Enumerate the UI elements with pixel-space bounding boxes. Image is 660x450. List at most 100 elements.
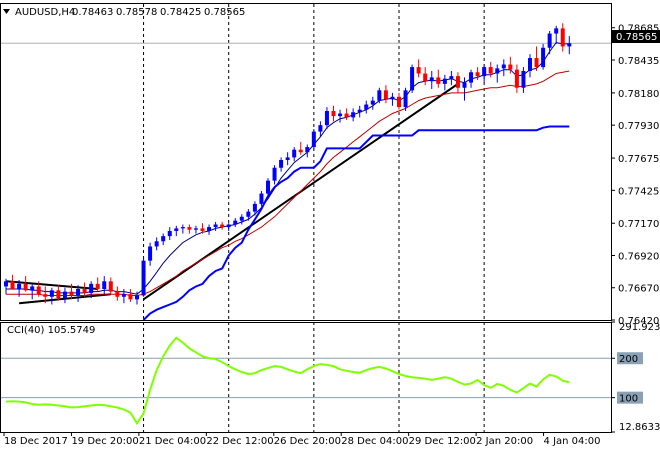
bear-candle [108, 277, 113, 295]
bull-candle [324, 107, 329, 130]
candle-body [239, 216, 244, 221]
cci-tick-label: 200 [619, 354, 638, 365]
bull-candle [482, 64, 487, 83]
bull-candle [259, 190, 264, 207]
candle-body [397, 96, 401, 108]
candle-body [62, 291, 67, 299]
bull-candle [30, 283, 35, 300]
time-tick-label: 18 Dec 2017 [4, 436, 68, 447]
bull-candle [462, 77, 467, 101]
pane-frames [0, 3, 612, 433]
price-tick-label: 0.76920 [618, 251, 659, 262]
candle-body [429, 77, 434, 82]
candle-body [416, 67, 421, 74]
bear-candle [423, 67, 428, 86]
bear-candle [69, 283, 74, 300]
time-tick-label: 21 Dec 04:00 [139, 436, 206, 447]
candle-body [207, 227, 212, 231]
bull-candle [141, 258, 146, 297]
cci-axis: 291.9237 200 100 12.8633 [611, 321, 660, 433]
price-axis: 0.78685 0.78435 0.78180 0.77930 0.77675 0.774… [611, 24, 659, 327]
support-line [142, 125, 570, 321]
bull-candle [17, 280, 22, 297]
bear-candle [115, 286, 120, 301]
grid [0, 4, 611, 432]
trendline[interactable] [5, 280, 98, 291]
collapse-triangle-icon[interactable] [3, 9, 10, 14]
bull-candle [528, 54, 532, 78]
candle-body [279, 160, 284, 168]
candle-body [521, 70, 526, 88]
time-tick-label: 28 Dec 04:00 [341, 436, 408, 447]
bear-candle [56, 285, 61, 301]
candle-body [69, 291, 74, 296]
candle-body [36, 286, 41, 295]
candle-body [567, 43, 572, 47]
cci-tick-label: 100 [619, 394, 638, 405]
bull-candle [180, 224, 185, 234]
bear-candle [436, 69, 441, 88]
bear-candle [488, 61, 493, 78]
candle-body [442, 78, 447, 84]
candle-body [56, 290, 61, 299]
candle-body [423, 73, 428, 82]
bull-candle [377, 87, 382, 104]
candle-body [311, 131, 316, 148]
candle-body [351, 112, 356, 118]
time-tick-label: 19 Dec 20:00 [71, 436, 138, 447]
cci-pane-frame [0, 322, 612, 433]
bull-candle [429, 70, 434, 90]
candle-body [475, 72, 480, 77]
candles [4, 23, 572, 305]
candle-body [76, 289, 81, 296]
time-tick-label: 29 Dec 12:00 [409, 436, 476, 447]
bear-candle [475, 67, 480, 80]
bear-candle [397, 92, 401, 110]
bear-candle [514, 64, 519, 93]
bull-candle [76, 285, 81, 302]
bear-candle [10, 274, 15, 290]
price-tick-label: 0.77675 [618, 154, 659, 165]
bull-candle [292, 147, 297, 162]
bear-candle [331, 105, 336, 122]
bull-candle [167, 227, 172, 240]
candle-body [30, 286, 35, 291]
bull-candle [154, 237, 159, 251]
candle-body [305, 147, 310, 153]
bull-candle [305, 144, 310, 158]
candle-body [324, 110, 329, 126]
bull-candle [233, 218, 238, 228]
candle-body [121, 294, 126, 297]
candle-body [233, 220, 238, 225]
candle-body [128, 294, 133, 300]
moving-averages [6, 42, 570, 321]
candle-body [266, 180, 270, 194]
bear-candle [344, 108, 349, 120]
price-tick-label: 0.77930 [618, 121, 659, 132]
bull-candle [89, 281, 94, 299]
candle-body [390, 96, 395, 100]
bull-candle [4, 278, 8, 295]
bear-candle [560, 23, 565, 52]
bear-candle [534, 46, 539, 71]
current-price-badge [612, 30, 660, 43]
bear-candle [82, 282, 87, 297]
price-tick-label: 0.77425 [618, 186, 659, 197]
candle-body [95, 283, 100, 290]
main-pane-frame [0, 3, 612, 321]
candle-body [364, 104, 369, 110]
ma-fast-line [6, 42, 570, 295]
bear-candle [128, 289, 133, 302]
candle-body [200, 228, 205, 231]
candle-body [161, 236, 166, 242]
candle-body [495, 68, 500, 74]
bull-candle [285, 152, 290, 166]
bull-candle [469, 69, 474, 88]
bull-candle [410, 64, 415, 93]
bull-candle [547, 30, 552, 55]
bull-candle [495, 64, 500, 83]
candle-body [154, 241, 159, 247]
price-tick-label: 0.78685 [618, 24, 659, 35]
candle-body [180, 227, 185, 229]
bull-candle [207, 224, 212, 235]
